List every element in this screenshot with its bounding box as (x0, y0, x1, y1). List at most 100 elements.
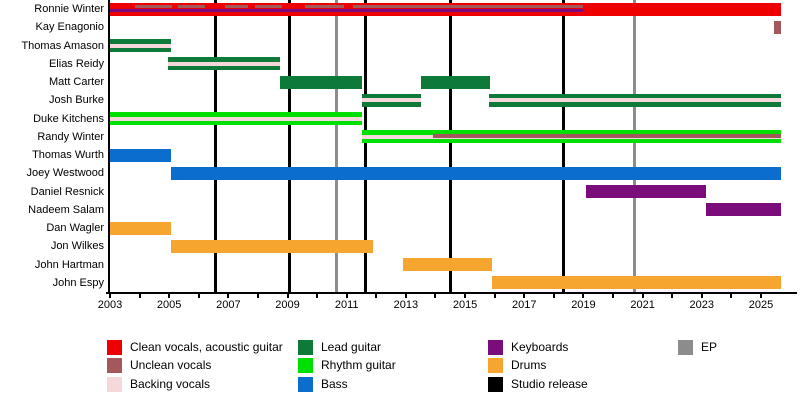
axis-tick (759, 294, 762, 298)
member-label: Elias Reidy (48, 57, 104, 70)
unclean-stripe (225, 5, 248, 9)
axis-tick (582, 294, 585, 298)
legend-label: Unclean vocals (130, 358, 212, 373)
legend-swatch-rhythm (298, 358, 313, 374)
studio-release-line (449, 0, 453, 292)
member-label: Nadeem Salam (28, 203, 104, 216)
legend-swatch-unclean (107, 358, 122, 374)
legend-label: Studio release (511, 376, 588, 391)
unclean-stripe (432, 133, 782, 138)
axis-tick (286, 294, 289, 298)
legend-swatch-bass (298, 376, 313, 392)
studio-release-line (561, 0, 565, 292)
axis-tick (197, 294, 200, 298)
year-label: 2019 (571, 299, 596, 311)
timeline-bar (280, 75, 362, 89)
axis-tick (109, 294, 111, 298)
studio-release-line (288, 0, 292, 292)
unclean-stripe (305, 5, 344, 9)
year-label: 2007 (216, 299, 241, 311)
member-label: Ronnie Winter (34, 3, 104, 16)
year-label: 2009 (275, 299, 300, 311)
member-label: Duke Kitchens (33, 112, 104, 125)
legend-swatch-lead (298, 340, 313, 355)
ep-release-line (335, 0, 339, 292)
legend-swatch-keyboards (488, 340, 503, 355)
keyboards-stripe (110, 8, 584, 12)
axis-tick (641, 294, 644, 298)
axis-tick (523, 294, 526, 298)
member-label: Matt Carter (48, 76, 104, 89)
member-label: John Espy (52, 276, 104, 289)
timeline-bar (110, 221, 171, 235)
timeline-bar (170, 239, 374, 253)
axis-tick (375, 294, 378, 298)
legend-label: Clean vocals, acoustic guitar (130, 340, 283, 354)
timeline-bar (110, 39, 171, 53)
member-label: Jon Wilkes (50, 240, 104, 253)
member-label: Thomas Amason (21, 39, 104, 52)
year-label: 2013 (393, 299, 419, 311)
legend-label: Lead guitar (321, 340, 382, 354)
year-label: 2005 (156, 299, 182, 311)
timeline-bar (110, 112, 362, 126)
member-label: Josh Burke (48, 94, 104, 107)
legend-swatch-drums (488, 358, 503, 374)
timeline-bar (706, 203, 782, 217)
legend-label: Keyboards (511, 340, 569, 354)
unclean-stripe (178, 5, 205, 9)
backing-stripe (488, 98, 782, 103)
timeline-bar (402, 258, 492, 272)
timeline-bar (774, 20, 782, 34)
year-label: 2015 (452, 299, 478, 311)
backing-stripe (110, 116, 362, 121)
axis-tick (700, 294, 703, 298)
axis-tick (316, 294, 319, 298)
axis-tick (168, 294, 171, 298)
legend-label: Bass (321, 376, 348, 391)
studio-release-line (364, 0, 368, 292)
member-label: Dan Wagler (46, 222, 104, 235)
member-label: Thomas Wurth (32, 149, 104, 162)
legend-label: EP (701, 340, 718, 354)
legend-label: Rhythm guitar (321, 358, 396, 373)
member-label: Randy Winter (37, 130, 104, 143)
axis-tick (730, 294, 733, 298)
timeline-bar (110, 148, 171, 162)
member-label: Daniel Resnick (30, 185, 104, 198)
timeline-bar (361, 130, 782, 144)
axis-tick (138, 294, 141, 298)
year-label: 2017 (512, 299, 537, 311)
axis-tick (227, 294, 230, 298)
legend-swatch-ep (678, 340, 693, 355)
timeline-bar (586, 185, 707, 199)
axis-tick (671, 294, 674, 298)
unclean-stripe (135, 5, 173, 9)
timeline-bar (110, 2, 782, 16)
year-label: 2021 (630, 299, 655, 311)
member-label: Kay Enagonio (35, 21, 105, 34)
unclean-stripe (352, 5, 584, 9)
timeline-bar (361, 93, 421, 107)
backing-stripe (167, 61, 281, 66)
backing-stripe (110, 43, 171, 48)
axis-tick (404, 294, 407, 298)
year-label: 2023 (689, 299, 715, 311)
legend-swatch-clean (107, 340, 122, 355)
year-label: 2011 (334, 299, 359, 311)
timeline-bar (488, 93, 782, 107)
x-axis-line (106, 292, 797, 294)
year-label: 2003 (97, 299, 123, 311)
axis-tick (345, 294, 348, 298)
legend-swatch-studio (488, 376, 503, 392)
y-axis-line (108, 0, 110, 292)
studio-release-line (213, 0, 217, 292)
member-label: John Hartman (34, 258, 104, 271)
year-label: 2025 (748, 299, 774, 311)
timeline-bar (420, 75, 491, 89)
legend-label: Drums (511, 358, 547, 373)
axis-tick (464, 294, 467, 298)
ep-release-line (632, 0, 636, 292)
timeline-bar (491, 276, 782, 290)
